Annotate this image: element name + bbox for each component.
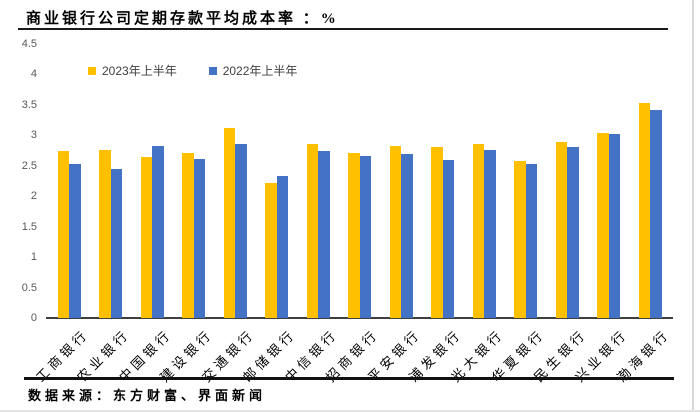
bar — [57, 150, 70, 318]
bar — [193, 158, 206, 318]
bar — [567, 146, 579, 318]
bar — [555, 142, 568, 318]
bar — [401, 153, 413, 318]
y-tick-label: 2 — [30, 190, 37, 202]
legend-label-2022h1: 2022年上半年 — [222, 64, 298, 78]
bar — [99, 150, 111, 318]
legend-item-2023h1: 2023年上半年 — [88, 62, 177, 79]
y-tick-label: 4 — [30, 68, 37, 80]
bar — [182, 152, 194, 318]
bottom-rule — [24, 377, 674, 380]
bar — [265, 183, 277, 318]
y-tick-label: 0 — [30, 312, 37, 324]
bar — [650, 109, 662, 318]
bar — [608, 134, 621, 318]
bar — [318, 151, 330, 318]
bar — [306, 143, 319, 318]
bottom-border-line — [0, 410, 700, 412]
bar — [276, 176, 289, 318]
y-tick-label: 1.5 — [21, 220, 37, 233]
legend-item-2022h1: 2022年上半年 — [208, 62, 298, 79]
bar — [431, 147, 443, 318]
bar — [472, 144, 485, 318]
legend-swatch-2022h1 — [208, 66, 217, 75]
bar — [348, 152, 360, 318]
bar — [484, 149, 496, 318]
bar — [140, 156, 153, 318]
x-axis-line — [46, 317, 673, 319]
legend-swatch-2023h1 — [88, 66, 96, 75]
bar — [442, 160, 455, 318]
bar — [152, 145, 164, 318]
chart-title: 商业银行公司定期存款平均成本率 ：% — [26, 11, 339, 27]
legend: 2023年上半年 2022年上半年 — [88, 62, 297, 79]
bar — [638, 102, 651, 318]
bar — [359, 155, 372, 318]
bar — [69, 164, 81, 318]
y-tick-label: 0.5 — [21, 281, 37, 294]
y-tick-label: 1 — [30, 251, 37, 263]
bar — [223, 128, 236, 318]
bar — [597, 133, 609, 318]
y-tick-label: 3 — [30, 129, 37, 141]
right-border-line — [692, 0, 694, 412]
bar — [525, 163, 538, 318]
y-tick-label: 4.5 — [21, 37, 37, 50]
legend-label-2023h1: 2023年上半年 — [102, 64, 177, 78]
bar — [514, 160, 526, 318]
bar — [235, 143, 247, 318]
y-tick-label: 2.5 — [21, 159, 37, 172]
title-underline — [18, 28, 668, 30]
y-tick-label: 3.5 — [21, 98, 37, 111]
source-note: 数据来源：东方财富、界面新闻 — [28, 388, 267, 403]
bar — [110, 168, 123, 318]
bar — [389, 145, 402, 318]
